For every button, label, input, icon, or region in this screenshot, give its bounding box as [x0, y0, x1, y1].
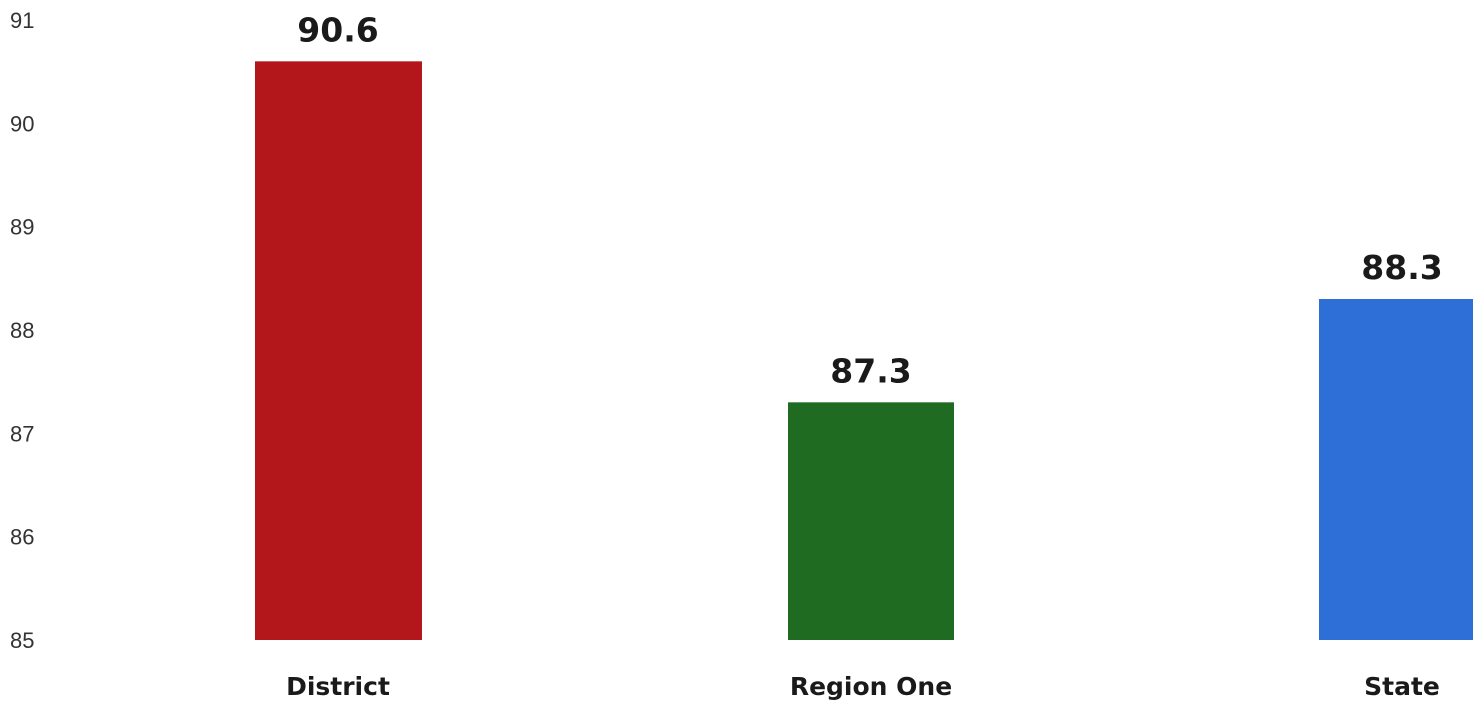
- data-label: 88.3: [1361, 248, 1442, 287]
- y-tick-label: 90: [10, 111, 34, 136]
- bar-district: [255, 61, 422, 641]
- data-label: 90.6: [297, 10, 378, 49]
- y-tick-label: 86: [10, 525, 34, 550]
- bar-state: [1319, 299, 1473, 640]
- y-tick-label: 89: [10, 215, 34, 240]
- bars: [255, 61, 1473, 641]
- data-label: 87.3: [830, 351, 911, 390]
- x-tick-label: State: [1364, 672, 1440, 701]
- y-tick-label: 88: [10, 318, 34, 343]
- x-tick-label: District: [286, 672, 390, 701]
- y-axis: 85 86 87 88 89 90 91: [10, 8, 34, 653]
- y-tick-label: 87: [10, 421, 34, 446]
- y-tick-label: 91: [10, 8, 34, 33]
- category-labels: District Region One State: [286, 672, 1440, 701]
- y-tick-label: 85: [10, 628, 34, 653]
- x-tick-label: Region One: [790, 672, 952, 701]
- bar-region-one: [788, 402, 954, 640]
- value-labels: 90.6 87.3 88.3: [297, 10, 1442, 390]
